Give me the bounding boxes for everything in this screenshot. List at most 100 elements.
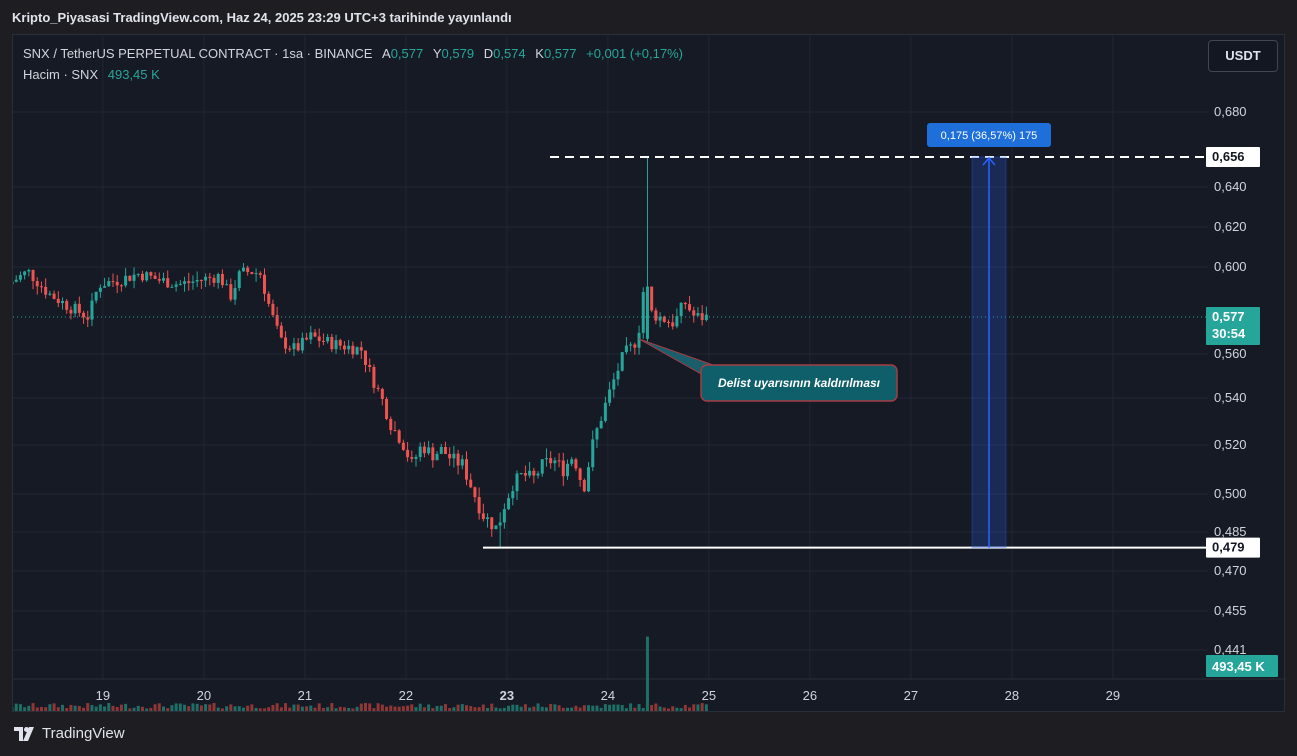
candle-body xyxy=(612,379,616,390)
candle-body xyxy=(56,298,60,304)
volume-bar xyxy=(473,707,477,711)
candle-body xyxy=(18,275,22,280)
candle-body xyxy=(637,332,641,348)
x-tick-label: 28 xyxy=(1005,688,1019,703)
candle-body xyxy=(271,303,275,316)
tradingview-icon xyxy=(14,726,34,741)
candle-body xyxy=(14,279,18,282)
candle-body xyxy=(216,273,220,283)
volume-bar xyxy=(178,703,182,711)
volume-bar xyxy=(544,707,548,711)
candle-body xyxy=(603,402,607,421)
volume-bar xyxy=(616,704,620,711)
candle-body xyxy=(654,310,658,321)
candle-body xyxy=(616,370,620,380)
symbol-title[interactable]: SNX / TetherUS PERPETUAL CONTRACT · 1sa … xyxy=(23,46,373,61)
volume-bar xyxy=(637,704,641,711)
volume-bar xyxy=(498,708,502,711)
candle-body xyxy=(385,399,389,419)
candle-body xyxy=(267,293,271,304)
y-tick-label: 0,485 xyxy=(1214,524,1247,539)
candle-body xyxy=(258,273,262,275)
candle-body xyxy=(502,509,506,523)
volume-bar xyxy=(183,704,187,711)
volume-bar xyxy=(52,703,56,711)
candle-body xyxy=(115,281,119,286)
candle-body xyxy=(153,275,157,279)
volume-label[interactable]: Hacim · SNX xyxy=(23,67,99,82)
volume-bar xyxy=(271,705,275,711)
volume-bar xyxy=(393,706,397,711)
volume-bar xyxy=(570,707,574,711)
candle-body xyxy=(82,312,86,318)
volume-bar xyxy=(406,705,410,711)
candle-body xyxy=(23,271,27,276)
volume-bar xyxy=(435,706,439,711)
candle-body xyxy=(187,281,191,283)
candle-body xyxy=(237,271,241,289)
open-key: A xyxy=(382,46,391,61)
candle-body xyxy=(166,278,170,288)
candle-body xyxy=(418,446,422,457)
y-tick-label: 0,500 xyxy=(1214,486,1247,501)
volume-bar xyxy=(376,703,380,711)
measure-arrow-head xyxy=(982,156,996,166)
candle-body xyxy=(671,322,675,327)
volume-bar xyxy=(401,706,405,711)
y-tick-label: 0,441 xyxy=(1214,642,1247,657)
volume-bar xyxy=(380,704,384,711)
candle-body xyxy=(13,281,14,285)
currency-button[interactable]: USDT xyxy=(1208,40,1278,72)
volume-bar xyxy=(561,707,565,711)
volume-bar xyxy=(704,704,708,711)
candle-body xyxy=(263,274,266,294)
volume-bar xyxy=(515,704,519,711)
candle-body xyxy=(519,473,523,475)
volume-bar xyxy=(86,703,90,711)
volume-bar xyxy=(56,707,60,711)
volume-bar xyxy=(385,706,389,711)
volume-bar xyxy=(422,707,426,711)
volume-bar xyxy=(279,707,283,711)
volume-bar xyxy=(212,702,216,711)
candle-body xyxy=(704,314,708,320)
current-price-badge: 0,577 xyxy=(1212,309,1245,324)
low-key: D xyxy=(483,46,494,61)
candle-body xyxy=(119,285,123,287)
volume-bar xyxy=(296,704,300,711)
x-tick-label: 25 xyxy=(702,688,716,703)
price-chart[interactable]: 0,175 (36,57%) 175 Delist uyarısının kald… xyxy=(13,35,1286,713)
volume-bar xyxy=(145,708,149,711)
volume-bar xyxy=(111,705,115,711)
candle-body xyxy=(132,274,136,281)
candle-body xyxy=(162,278,165,281)
volume-bar xyxy=(31,703,35,711)
candle-body xyxy=(481,513,485,520)
x-tick-label: 29 xyxy=(1106,688,1120,703)
candle-body xyxy=(241,267,245,272)
y-tick-label: 0,455 xyxy=(1214,603,1247,618)
volume-bar xyxy=(39,706,43,711)
candle-body xyxy=(94,291,98,301)
chart-panel[interactable]: 0,175 (36,57%) 175 Delist uyarısının kald… xyxy=(12,34,1286,713)
volume-bar xyxy=(18,704,22,711)
y-tick-label: 0,620 xyxy=(1214,219,1247,234)
volume-bar xyxy=(216,707,220,711)
candle-body xyxy=(465,459,468,480)
volume-bar xyxy=(359,703,363,711)
volume-bar xyxy=(284,703,288,711)
volume-bar xyxy=(220,708,224,711)
volume-bar xyxy=(288,707,292,711)
volume-bar xyxy=(61,704,64,711)
volume-bar xyxy=(250,704,254,711)
volume-bar xyxy=(414,707,418,711)
volume-bar xyxy=(700,703,704,711)
candle-body xyxy=(128,275,132,281)
candle-body xyxy=(288,348,292,350)
candle-body xyxy=(439,447,443,454)
x-tick-label: 22 xyxy=(399,688,413,703)
candle-body xyxy=(528,470,532,476)
volume-bar xyxy=(553,704,557,711)
publish-caption: Kripto_Piyasasi TradingView.com, Haz 24,… xyxy=(12,10,512,25)
candle-body xyxy=(633,344,637,348)
